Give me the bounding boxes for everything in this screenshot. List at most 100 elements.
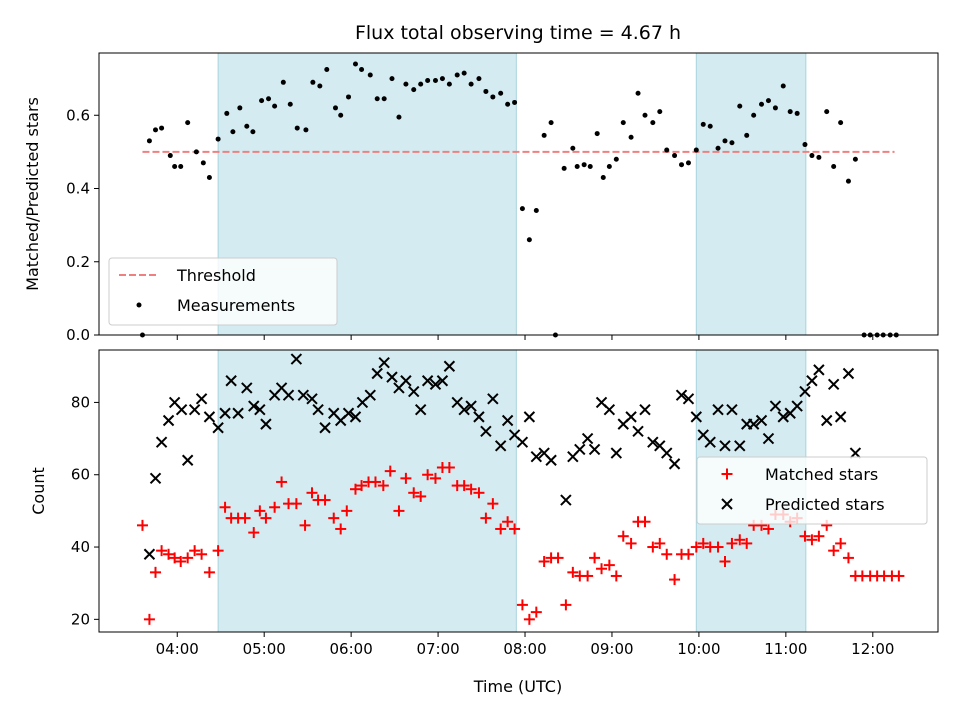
matched-stars-point-29 <box>335 523 347 535</box>
predicted-stars-point-17 <box>254 403 266 416</box>
matched-stars-point-9 <box>189 545 201 557</box>
predicted-stars-point-74 <box>675 389 688 401</box>
predicted-stars-point-49 <box>487 393 499 405</box>
predicted-stars-point-55 <box>530 450 543 463</box>
predicted-stars-point-23 <box>297 389 310 401</box>
ratio-y-ticks: 0.0 0.2 0.4 0.6 <box>66 106 99 344</box>
measurements-point-36 <box>389 76 395 82</box>
predicted-stars-point-7 <box>181 454 194 466</box>
predicted-stars-point-82 <box>734 440 746 452</box>
predicted-stars-point-79 <box>712 403 724 416</box>
measurements-point-84 <box>729 140 735 146</box>
matched-stars-point-57 <box>538 556 550 567</box>
matched-stars-point-20 <box>269 501 281 513</box>
measurements-point-9 <box>193 149 199 155</box>
predicted-stars-point-51 <box>501 414 514 427</box>
measurements-point-82 <box>715 145 721 151</box>
matched-stars-point-37 <box>393 505 405 517</box>
matched-stars-point-84 <box>734 534 746 546</box>
legend-predicted-stars-swatch <box>721 498 733 510</box>
measurements-point-47 <box>468 81 474 87</box>
matched-stars-point-55 <box>523 613 535 625</box>
measurements-point-77 <box>679 162 685 168</box>
predicted-stars-point-57 <box>545 454 557 466</box>
matched-stars-point-8 <box>182 552 194 564</box>
matched-stars-point-49 <box>480 512 492 524</box>
predicted-stars-point-60 <box>574 443 586 456</box>
measurements-point-51 <box>498 90 504 96</box>
predicted-stars-point-70 <box>647 436 659 448</box>
measurements-point-91 <box>780 83 786 89</box>
matched-stars-point-66 <box>603 559 615 571</box>
predicted-stars-point-48 <box>480 425 492 438</box>
predicted-stars-point-84 <box>747 418 760 430</box>
predicted-stars-point-6 <box>175 403 188 416</box>
measurements-point-64 <box>587 164 593 170</box>
measurements-point-39 <box>411 87 417 93</box>
series-predicted-stars <box>143 353 862 560</box>
matched-stars-point-95 <box>813 530 825 542</box>
measurements-point-41 <box>425 77 431 83</box>
measurements-point-65 <box>594 131 600 137</box>
matched-stars-point-4 <box>156 545 168 557</box>
measurements-point-62 <box>574 164 580 170</box>
predicted-stars-point-40 <box>421 375 434 387</box>
matched-stars-point-41 <box>422 469 434 481</box>
measurements-point-6 <box>172 164 178 170</box>
predicted-stars-point-78 <box>704 436 716 448</box>
measurements-point-70 <box>628 134 634 140</box>
y-tick-label: 0.0 <box>66 326 90 344</box>
predicted-stars-point-69 <box>639 403 651 416</box>
predicted-stars-point-21 <box>282 389 295 401</box>
matched-stars-point-47 <box>465 483 477 495</box>
measurements-point-75 <box>664 147 670 153</box>
predicted-stars-point-94 <box>821 414 833 427</box>
x-tick-label: 08:00 <box>503 640 546 658</box>
ratio-legend: Threshold Measurements <box>108 257 338 326</box>
measurements-point-12 <box>215 136 221 142</box>
predicted-stars-point-80 <box>719 440 731 452</box>
measurements-point-13 <box>224 110 230 116</box>
legend-box <box>696 456 928 525</box>
predicted-stars-point-45 <box>458 403 470 416</box>
x-tick-label: 06:00 <box>330 640 373 658</box>
measurements-point-101 <box>852 156 858 162</box>
measurements-point-60 <box>561 165 567 171</box>
matched-stars-point-5 <box>163 548 175 560</box>
predicted-stars-point-87 <box>769 400 782 412</box>
legend-matched-stars-label: Matched stars <box>765 465 878 484</box>
measurements-point-83 <box>722 138 728 144</box>
predicted-stars-point-18 <box>260 418 272 430</box>
matched-stars-point-106 <box>893 570 905 582</box>
matched-stars-point-67 <box>610 570 622 582</box>
matched-stars-point-13 <box>219 501 231 513</box>
measurements-point-71 <box>635 90 641 96</box>
measurements-point-76 <box>672 153 678 159</box>
x-tick-label: 05:00 <box>243 640 286 658</box>
legend-box <box>108 257 338 326</box>
measurements-point-25 <box>310 79 316 85</box>
predicted-stars-point-16 <box>248 400 260 412</box>
measurements-point-42 <box>432 77 438 83</box>
matched-stars-point-97 <box>828 545 840 557</box>
measurements-point-57 <box>541 132 547 138</box>
predicted-stars-point-72 <box>661 447 673 459</box>
matched-stars-point-38 <box>400 472 412 484</box>
predicted-stars-point-37 <box>400 375 412 387</box>
predicted-stars-point-47 <box>473 411 485 423</box>
matched-stars-point-82 <box>719 556 731 567</box>
matched-stars-point-6 <box>169 552 181 564</box>
measurements-point-100 <box>845 178 851 184</box>
matched-stars-point-48 <box>473 487 485 499</box>
measurements-point-69 <box>620 120 626 126</box>
predicted-stars-point-15 <box>241 382 253 394</box>
counts-legend: Matched stars Predicted stars <box>696 456 928 525</box>
matched-stars-point-64 <box>589 552 601 564</box>
measurements-point-3 <box>153 127 159 133</box>
measurements-point-2 <box>146 138 152 144</box>
predicted-stars-point-4 <box>162 414 175 427</box>
predicted-stars-point-34 <box>378 356 390 369</box>
measurements-point-68 <box>613 156 619 162</box>
legend-matched-stars-swatch <box>721 468 733 480</box>
predicted-stars-point-67 <box>625 411 637 423</box>
